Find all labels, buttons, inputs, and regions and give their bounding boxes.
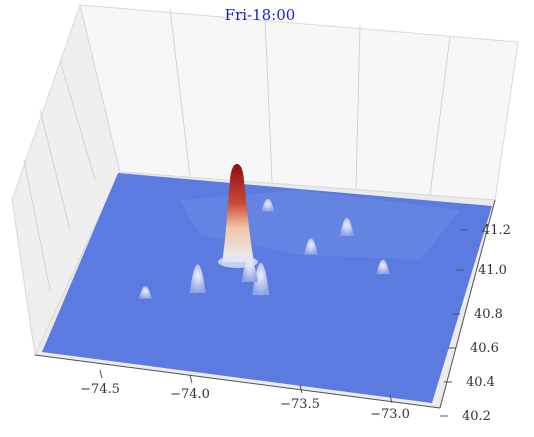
surface-peak xyxy=(304,238,318,255)
x-tick-label: −73.0 xyxy=(370,407,410,422)
x-axis-line xyxy=(34,354,441,409)
grid xyxy=(23,8,451,291)
surface-peak xyxy=(138,286,152,299)
surface-peak xyxy=(339,217,354,236)
x-tick-label: −73.5 xyxy=(280,397,320,412)
x-axis: −74.5 −74.0 −73.5 −73.0 xyxy=(80,369,410,422)
y-axis-line xyxy=(439,199,496,409)
y-tick-label: 40.6 xyxy=(470,341,499,356)
main-peak xyxy=(218,164,258,268)
x-tick-mark xyxy=(99,369,103,379)
y-axis: 40.2 40.4 40.6 40.8 41.0 41.2 xyxy=(440,223,511,424)
surface-peak xyxy=(252,262,270,296)
x-tick-mark xyxy=(189,374,193,384)
x-tick-label: −74.5 xyxy=(80,382,120,397)
y-tick-label: 40.4 xyxy=(466,375,495,390)
y-tick-label: 41.2 xyxy=(482,223,511,238)
surface-peak xyxy=(376,259,390,275)
y-tick-label: 40.8 xyxy=(474,307,503,322)
back-pane xyxy=(79,4,519,201)
x-tick-label: −74.0 xyxy=(170,387,210,402)
x-tick-mark xyxy=(299,384,303,394)
surface-peak xyxy=(189,264,206,294)
chart-title: Fri-18:00 xyxy=(225,6,296,24)
y-tick-label: 40.2 xyxy=(462,409,491,424)
y-tick-label: 41.0 xyxy=(478,263,507,278)
surface-peak xyxy=(261,198,275,212)
